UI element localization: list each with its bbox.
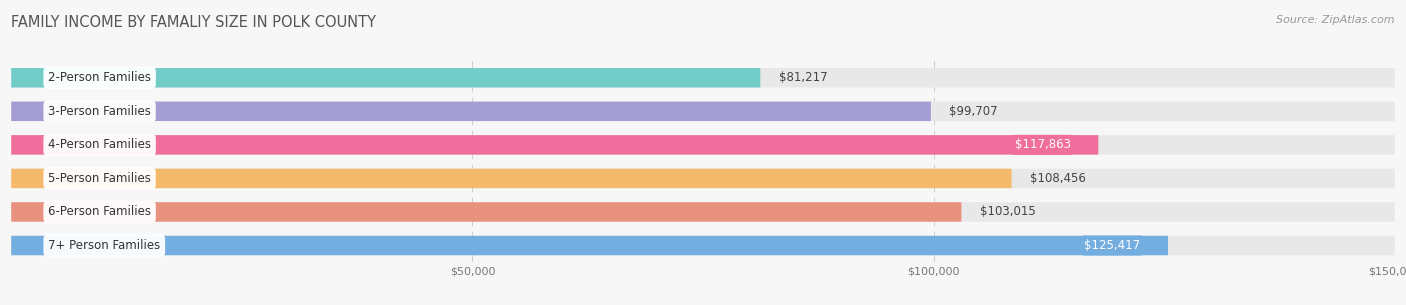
Text: $81,217: $81,217 <box>779 71 827 84</box>
Text: 7+ Person Families: 7+ Person Families <box>48 239 160 252</box>
FancyBboxPatch shape <box>11 169 1395 188</box>
FancyBboxPatch shape <box>11 102 1395 121</box>
FancyBboxPatch shape <box>11 135 1098 155</box>
Text: Source: ZipAtlas.com: Source: ZipAtlas.com <box>1277 15 1395 25</box>
Text: $99,707: $99,707 <box>949 105 998 118</box>
Text: 5-Person Families: 5-Person Families <box>48 172 150 185</box>
Text: 6-Person Families: 6-Person Families <box>48 206 150 218</box>
Text: $103,015: $103,015 <box>980 206 1036 218</box>
Text: $117,863: $117,863 <box>1015 138 1071 151</box>
Text: FAMILY INCOME BY FAMALIY SIZE IN POLK COUNTY: FAMILY INCOME BY FAMALIY SIZE IN POLK CO… <box>11 15 377 30</box>
FancyBboxPatch shape <box>11 236 1395 255</box>
FancyBboxPatch shape <box>11 202 1395 222</box>
FancyBboxPatch shape <box>11 202 962 222</box>
FancyBboxPatch shape <box>11 102 931 121</box>
Text: 2-Person Families: 2-Person Families <box>48 71 150 84</box>
Text: 3-Person Families: 3-Person Families <box>48 105 150 118</box>
FancyBboxPatch shape <box>11 169 1011 188</box>
Text: 4-Person Families: 4-Person Families <box>48 138 150 151</box>
FancyBboxPatch shape <box>11 68 1395 88</box>
FancyBboxPatch shape <box>11 236 1168 255</box>
FancyBboxPatch shape <box>11 68 761 88</box>
FancyBboxPatch shape <box>11 135 1395 155</box>
Text: $108,456: $108,456 <box>1031 172 1085 185</box>
Text: $125,417: $125,417 <box>1084 239 1140 252</box>
